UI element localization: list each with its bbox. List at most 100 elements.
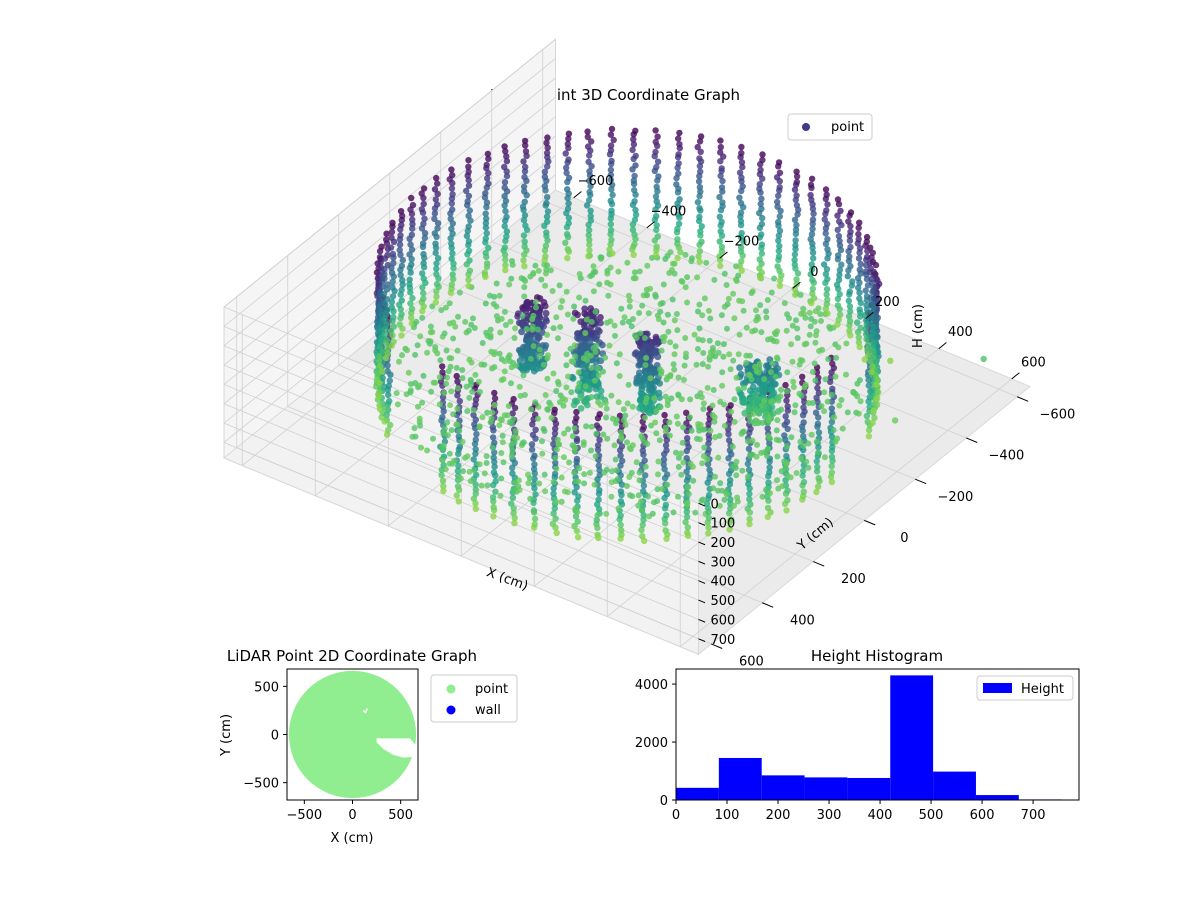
- point-3d: [642, 472, 649, 479]
- point-3d: [482, 190, 489, 197]
- point-3d: [856, 219, 863, 226]
- point-3d: [746, 485, 753, 492]
- point-3d: [792, 230, 800, 238]
- point-3d: [448, 166, 455, 173]
- point-3d: [808, 266, 816, 273]
- point-3d: [675, 185, 682, 192]
- point-3d: [733, 374, 740, 381]
- point-3d: [411, 425, 418, 432]
- point-3d: [492, 478, 499, 485]
- point-3d: [758, 220, 766, 228]
- point-3d: [554, 436, 561, 443]
- point-3d: [561, 454, 567, 461]
- point-3d: [667, 249, 674, 256]
- point-3d: [792, 265, 799, 272]
- point-3d: [463, 232, 471, 240]
- point-3d: [503, 228, 511, 235]
- point-3d: [608, 468, 615, 475]
- histogram-bar: [975, 795, 1019, 800]
- point-3d: [645, 493, 651, 500]
- point-3d: [783, 443, 790, 450]
- point-3d: [682, 335, 689, 341]
- point-3d: [491, 349, 498, 356]
- point-3d: [720, 341, 727, 348]
- point-3d: [408, 255, 415, 263]
- point-3d: [396, 358, 402, 365]
- point-3d: [631, 198, 638, 205]
- point-3d: [805, 440, 812, 447]
- point-3d: [501, 143, 508, 150]
- point-3d: [551, 505, 558, 512]
- point-3d: [640, 423, 647, 431]
- point-3d: [583, 401, 591, 409]
- point-3d: [481, 361, 488, 368]
- point-3d: [448, 200, 455, 207]
- point-3d: [664, 481, 671, 488]
- point-3d: [588, 163, 595, 170]
- point-3d: [863, 296, 871, 304]
- z-tick-label-3d: 300: [711, 555, 736, 570]
- point-3d: [636, 469, 643, 476]
- point-3d: [821, 389, 828, 396]
- point-3d: [541, 471, 548, 478]
- point-3d: [557, 324, 564, 330]
- point-3d: [746, 496, 753, 503]
- point-3d: [542, 309, 550, 317]
- point-3d: [552, 454, 559, 461]
- point-3d: [746, 490, 753, 497]
- point-3d: [697, 207, 704, 214]
- point-3d: [565, 174, 573, 182]
- point-3d: [543, 317, 550, 325]
- point-3d: [685, 491, 692, 497]
- point-3d: [520, 158, 527, 165]
- point-3d: [533, 304, 539, 311]
- point-3d: [871, 414, 878, 422]
- point-3d: [846, 288, 853, 295]
- point-3d: [775, 237, 782, 244]
- point-3d: [420, 185, 428, 192]
- point-3d: [808, 175, 816, 182]
- point-3d: [643, 395, 650, 402]
- point-3d: [398, 297, 405, 304]
- point-3d: [522, 307, 530, 315]
- point-3d: [670, 361, 677, 368]
- point-3d: [671, 260, 678, 267]
- y-tick-label-3d: 400: [790, 613, 815, 628]
- point-3d: [444, 432, 451, 439]
- point-3d: [640, 516, 647, 524]
- point-3d: [839, 425, 846, 432]
- point-3d: [616, 373, 623, 379]
- point-3d: [525, 480, 532, 487]
- point-3d: [660, 456, 668, 463]
- point-3d: [729, 443, 736, 450]
- point-3d: [574, 311, 581, 319]
- point-3d: [718, 248, 726, 255]
- point-3d: [809, 225, 816, 233]
- point-3d: [656, 394, 663, 401]
- point-3d: [399, 281, 406, 288]
- point-3d: [857, 398, 864, 405]
- point-3d: [711, 418, 718, 425]
- point-3d: [789, 358, 796, 365]
- point-3d: [493, 313, 500, 320]
- point-3d: [636, 310, 643, 316]
- point-3d: [442, 304, 449, 311]
- point-3d: [774, 198, 781, 206]
- point-3d: [836, 311, 844, 318]
- point-3d: [766, 469, 773, 476]
- x-tick-label-hist: 700: [1021, 808, 1046, 823]
- point-3d: [454, 347, 461, 354]
- point-3d: [544, 208, 552, 215]
- point-3d: [562, 397, 569, 403]
- point-3d: [869, 249, 876, 256]
- point-3d: [544, 375, 551, 382]
- point-3d: [448, 281, 456, 288]
- point-3d: [532, 399, 539, 406]
- point-3d: [399, 256, 406, 264]
- point-3d: [510, 505, 517, 512]
- point-3d: [448, 255, 455, 262]
- point-3d: [817, 311, 824, 318]
- point-3d: [821, 454, 828, 461]
- point-3d: [847, 222, 854, 230]
- point-3d: [671, 366, 678, 373]
